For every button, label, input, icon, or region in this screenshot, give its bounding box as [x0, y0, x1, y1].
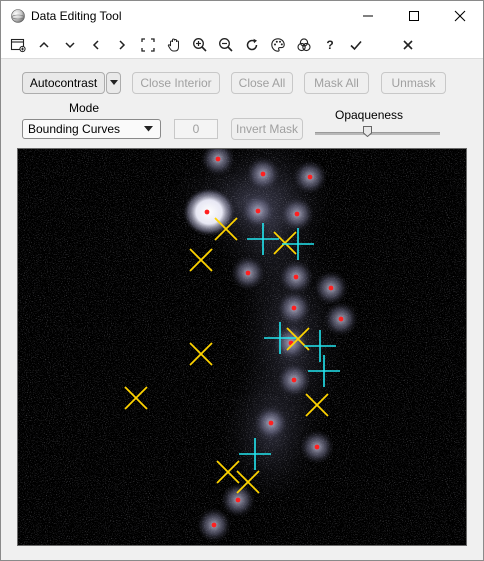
previous-left-button[interactable] — [85, 35, 107, 55]
red-dot-marker[interactable] — [256, 209, 261, 214]
zoom-in-icon — [192, 37, 208, 53]
zoom-in-button[interactable] — [189, 35, 211, 55]
red-dot-marker[interactable] — [329, 286, 334, 291]
zoom-out-button[interactable] — [215, 35, 237, 55]
mode-select[interactable]: Bounding Curves — [22, 119, 161, 139]
invert-mask-button[interactable]: Invert Mask — [231, 118, 303, 140]
mode-label: Mode — [69, 101, 99, 115]
colormap-button[interactable] — [267, 35, 289, 55]
red-dot-marker[interactable] — [246, 271, 251, 276]
autocontrast-dropdown-button[interactable] — [106, 72, 121, 94]
number-field[interactable]: 0 — [174, 119, 218, 139]
maximize-icon — [408, 10, 420, 22]
cancel-button[interactable] — [397, 35, 419, 55]
red-dot-marker[interactable] — [292, 306, 297, 311]
next-right-button[interactable] — [111, 35, 133, 55]
red-dot-marker[interactable] — [315, 445, 320, 450]
red-dot-marker[interactable] — [308, 175, 313, 180]
microscopy-image[interactable] — [18, 149, 467, 546]
red-dot-marker[interactable] — [339, 317, 344, 322]
close-icon — [454, 10, 466, 22]
controls-panel: Autocontrast Close Interior Close All Ma… — [2, 60, 482, 148]
previous-up-button[interactable] — [33, 35, 55, 55]
color-palette-icon — [270, 37, 286, 53]
pan-button[interactable] — [163, 35, 185, 55]
pan-hand-icon — [166, 37, 182, 53]
open-window-icon — [10, 37, 26, 53]
red-dot-marker[interactable] — [294, 275, 299, 280]
fit-view-button[interactable] — [137, 35, 159, 55]
channels-button[interactable] — [293, 35, 315, 55]
red-dot-marker[interactable] — [205, 210, 210, 215]
minimize-button[interactable] — [345, 1, 391, 31]
red-dot-marker[interactable] — [261, 172, 266, 177]
chevron-down-icon — [144, 126, 153, 132]
help-icon: ? — [326, 38, 333, 52]
app-logo-icon — [10, 8, 26, 24]
rotate-icon — [244, 37, 260, 53]
image-display[interactable] — [17, 148, 467, 546]
cancel-icon — [402, 39, 414, 51]
accept-button[interactable] — [345, 35, 367, 55]
red-dot-marker[interactable] — [236, 498, 241, 503]
opaqueness-slider-track[interactable] — [315, 132, 440, 135]
red-dot-marker[interactable] — [212, 523, 217, 528]
close-interior-button[interactable]: Close Interior — [132, 72, 220, 94]
mode-select-value: Bounding Curves — [28, 122, 120, 136]
chevron-down-icon — [63, 38, 77, 52]
chevron-up-icon — [37, 38, 51, 52]
chevron-left-icon — [89, 38, 103, 52]
channels-icon — [296, 37, 312, 53]
autocontrast-button[interactable]: Autocontrast — [22, 72, 105, 94]
red-dot-marker[interactable] — [216, 157, 221, 162]
maximize-button[interactable] — [391, 1, 437, 31]
rotate-button[interactable] — [241, 35, 263, 55]
red-dot-marker[interactable] — [269, 421, 274, 426]
accept-icon — [349, 38, 363, 52]
mask-all-button[interactable]: Mask All — [304, 72, 369, 94]
red-dot-marker[interactable] — [292, 378, 297, 383]
open-window-button[interactable] — [7, 35, 29, 55]
window-title: Data Editing Tool — [31, 9, 122, 23]
opaqueness-slider-thumb[interactable] — [363, 126, 372, 137]
opaqueness-label: Opaqueness — [335, 108, 403, 122]
fit-view-icon — [141, 38, 155, 52]
close-window-button[interactable] — [437, 1, 483, 31]
title-bar[interactable]: Data Editing Tool — [1, 1, 483, 31]
next-down-button[interactable] — [59, 35, 81, 55]
caret-down-icon — [110, 80, 118, 86]
minimize-icon — [362, 10, 374, 22]
toolbar: ? — [1, 31, 483, 59]
zoom-out-icon — [218, 37, 234, 53]
chevron-right-icon — [115, 38, 129, 52]
red-dot-marker[interactable] — [295, 212, 300, 217]
close-all-button[interactable]: Close All — [231, 72, 293, 94]
help-button[interactable]: ? — [319, 35, 341, 55]
unmask-button[interactable]: Unmask — [381, 72, 446, 94]
